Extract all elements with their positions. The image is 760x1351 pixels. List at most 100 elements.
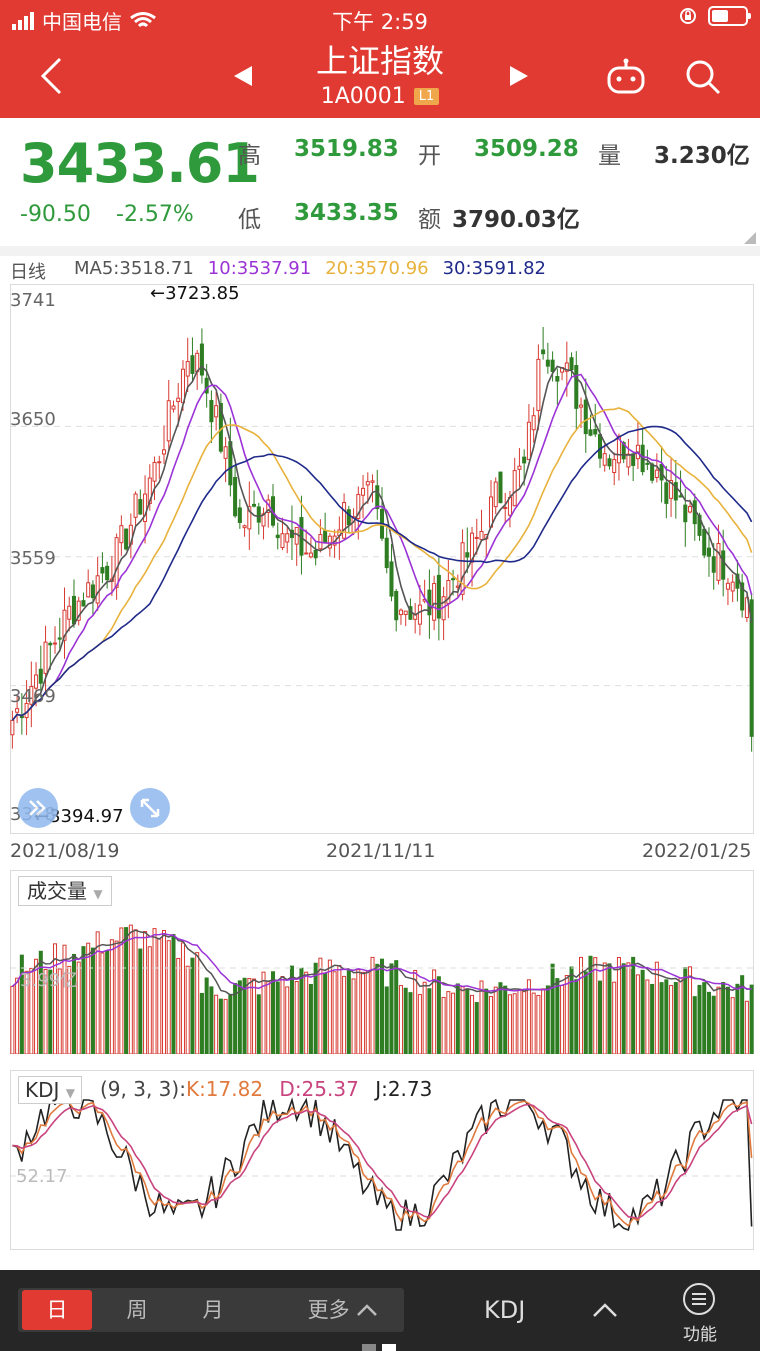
candle-body: [711, 556, 716, 573]
volume-bar: [48, 969, 53, 1054]
candle-body: [725, 582, 730, 590]
candle-body: [579, 404, 584, 408]
volume-bar: [470, 994, 475, 1054]
candle-body: [256, 506, 261, 523]
volume-bar: [498, 982, 503, 1054]
volume-bar: [673, 982, 678, 1054]
volume-bar: [588, 955, 593, 1054]
candle-body: [550, 359, 555, 373]
volume-bar: [67, 965, 72, 1054]
volume-bar: [43, 968, 48, 1054]
volume-bar: [740, 975, 745, 1054]
volume-bar: [545, 985, 550, 1054]
fullscreen-button[interactable]: [130, 788, 170, 828]
volume-bar: [607, 963, 612, 1054]
kdj-chart[interactable]: [10, 1070, 754, 1250]
search-icon[interactable]: [684, 58, 722, 96]
volume-bar: [128, 924, 133, 1054]
kline-chart[interactable]: [10, 284, 754, 834]
tab-daily[interactable]: 日: [22, 1290, 92, 1330]
scroll-left-button[interactable]: [18, 788, 58, 828]
volume-bar: [228, 993, 233, 1054]
volume-bar: [597, 980, 603, 1054]
volume-bar: [394, 960, 399, 1054]
volume-bar: [337, 965, 342, 1054]
candle-body: [389, 561, 394, 597]
volume-chart[interactable]: [10, 870, 754, 1054]
candle-body: [749, 599, 754, 737]
candle-body: [479, 530, 484, 541]
candle-body: [716, 543, 721, 581]
volume-bar: [34, 958, 39, 1054]
kline-chart-frame[interactable]: [10, 284, 754, 834]
volume-bar: [555, 978, 560, 1054]
candle-body: [384, 537, 389, 569]
candle-body: [214, 405, 219, 418]
volume-bar: [531, 992, 536, 1054]
candle-body: [517, 465, 522, 470]
ma10-line: [11, 373, 753, 721]
indicator-chevron-up-icon[interactable]: [592, 1302, 618, 1318]
robot-icon[interactable]: [606, 58, 646, 94]
volume-bar: [109, 939, 114, 1054]
volume-bar: [318, 957, 323, 1054]
volume-bar: [436, 976, 441, 1054]
kdj-indicator-label: KDJ: [25, 1078, 60, 1102]
kdj-indicator-select[interactable]: KDJ ▼: [18, 1076, 83, 1104]
quote-panel: 3433.61 -90.50 -2.57% 高 3519.83 开 3509.2…: [0, 118, 760, 246]
volume-bar: [114, 940, 119, 1054]
volume-bar: [143, 931, 148, 1054]
candle-body: [645, 462, 650, 465]
back-icon[interactable]: [38, 56, 64, 96]
volume-bar: [583, 971, 588, 1054]
stock-code-text: 1A0001: [320, 84, 406, 109]
volume-bar: [332, 971, 337, 1054]
volume-bar: [384, 986, 389, 1054]
volume-bar: [157, 938, 162, 1054]
volume-bar: [417, 994, 422, 1054]
ma10-value: 10:3537.91: [207, 258, 312, 279]
indicator-select[interactable]: KDJ: [484, 1296, 526, 1324]
tab-weekly[interactable]: 周: [126, 1298, 148, 1322]
volume-bar: [152, 928, 157, 1054]
volume-bar: [659, 982, 664, 1054]
function-label[interactable]: 功能: [683, 1325, 717, 1345]
candle-body: [503, 507, 508, 510]
volume-bar: [612, 981, 617, 1054]
next-stock-icon[interactable]: [508, 64, 530, 88]
volume-bar: [223, 998, 228, 1054]
candle-body: [304, 552, 309, 555]
volume-bar: [342, 975, 347, 1054]
candle-body: [569, 357, 574, 371]
volume-bar: [351, 978, 356, 1054]
tab-more[interactable]: 更多: [288, 1288, 398, 1332]
candle-body: [308, 552, 313, 558]
candle-body: [71, 595, 76, 625]
candle-body: [19, 715, 24, 719]
candle-body: [185, 361, 190, 377]
prev-stock-icon[interactable]: [232, 64, 254, 88]
chevron-up-icon: [357, 1304, 378, 1316]
candle-body: [398, 609, 403, 616]
menu-icon[interactable]: [682, 1282, 716, 1316]
candle-body: [313, 549, 318, 559]
candle-body: [176, 397, 181, 403]
volume-bar: [593, 957, 598, 1054]
price-change-pct: -2.57%: [116, 202, 194, 227]
volume-bar: [427, 988, 432, 1054]
volume-bar: [261, 971, 266, 1054]
volume-bar: [465, 988, 470, 1054]
volume-indicator-select[interactable]: 成交量 ▼: [18, 876, 112, 906]
candle-body: [43, 641, 48, 674]
volume-bar: [602, 962, 607, 1054]
volume-bar: [579, 956, 584, 1054]
tab-monthly[interactable]: 月: [202, 1298, 224, 1322]
candle-body: [526, 421, 531, 461]
candle-body: [90, 584, 95, 599]
volume-bar: [308, 983, 313, 1054]
expand-corner-icon[interactable]: [744, 232, 756, 244]
volume-bar: [413, 969, 418, 1054]
volume-bar: [19, 954, 24, 1054]
candle-body: [361, 487, 366, 496]
